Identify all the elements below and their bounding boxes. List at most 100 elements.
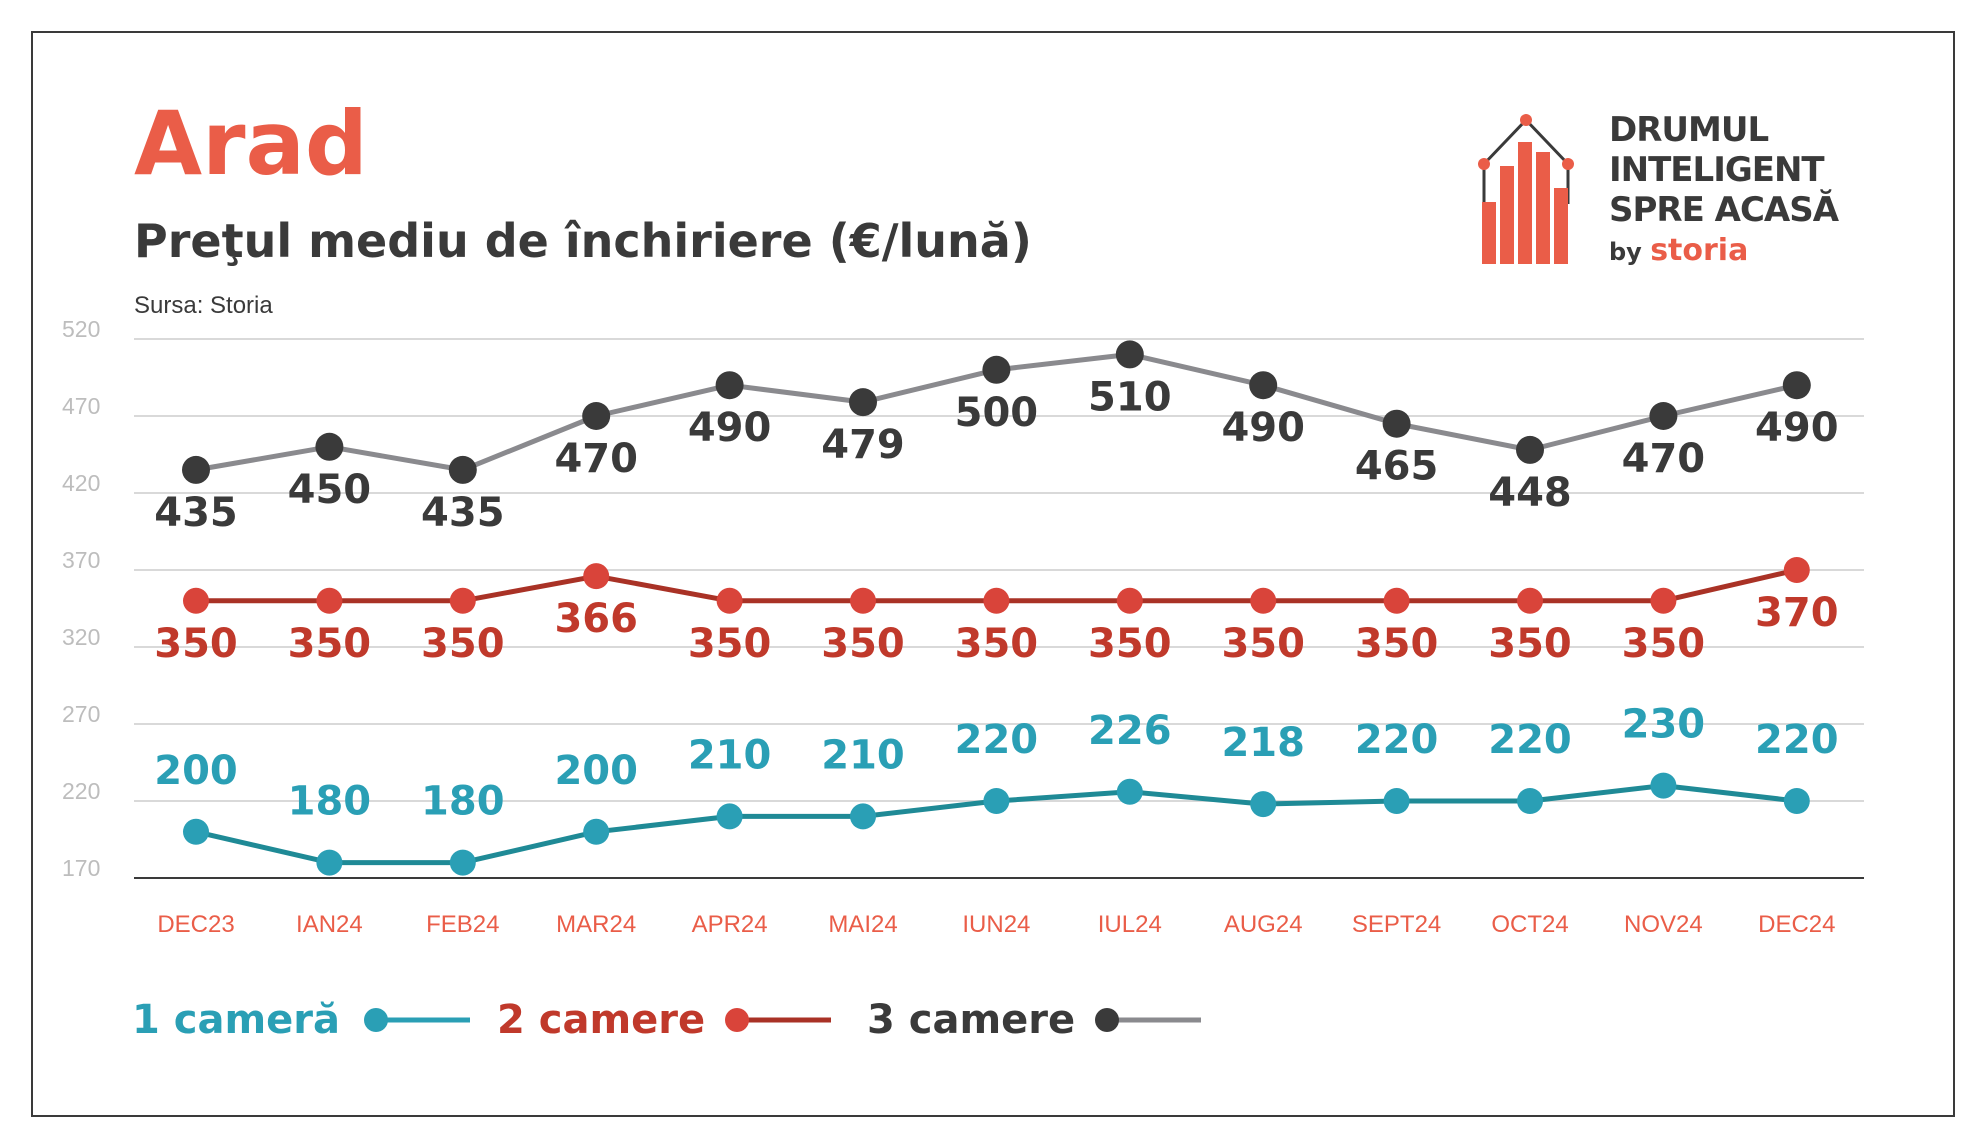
data-label: 180: [421, 779, 505, 825]
data-point: [1650, 772, 1677, 799]
data-point: [1782, 371, 1811, 400]
chart-subtitle: Preţul mediu de închiriere (€/lună): [134, 214, 1032, 268]
legend-item-1-camera: 1 cameră: [132, 993, 474, 1047]
data-label: 490: [688, 405, 772, 451]
x-tick-label: DEC23: [157, 911, 234, 938]
y-tick-label: 270: [62, 701, 100, 727]
data-point: [849, 388, 877, 417]
data-label: 435: [421, 490, 505, 536]
y-tick-label: 220: [62, 778, 100, 804]
y-tick-label: 470: [62, 393, 100, 419]
data-label: 350: [955, 621, 1039, 667]
data-point: [983, 587, 1010, 614]
data-label: 435: [154, 490, 238, 536]
data-point: [1250, 791, 1277, 818]
chart-title: Arad: [134, 92, 368, 195]
source-note: Sursa: Storia: [134, 292, 273, 319]
data-point: [1383, 587, 1410, 614]
data-label: 479: [821, 422, 905, 468]
x-tick-label: IAN24: [296, 911, 363, 938]
logo-line: INTELIGENT: [1609, 150, 1825, 190]
data-point: [316, 849, 343, 876]
legend-marker: [1095, 1008, 1202, 1032]
y-tick-label: 320: [62, 624, 100, 650]
logo-byline: by storia: [1609, 233, 1748, 268]
data-label: 220: [1488, 717, 1572, 763]
x-tick-label: IUL24: [1098, 911, 1162, 938]
data-label: 350: [1488, 621, 1572, 667]
data-point: [583, 563, 610, 590]
x-tick-label: FEB24: [426, 911, 499, 938]
data-label: 470: [554, 436, 638, 482]
logo-line: SPRE ACASĂ: [1609, 190, 1839, 230]
data-point: [1650, 587, 1677, 614]
brand-logo: DRUMUL INTELIGENT SPRE ACASĂ by storia: [1474, 110, 1874, 270]
data-point: [1383, 788, 1410, 814]
data-point: [983, 788, 1010, 814]
data-point: [1517, 587, 1543, 614]
data-label: 350: [1221, 621, 1305, 667]
legend-label: 3 camere: [867, 997, 1076, 1043]
data-label: 220: [1355, 717, 1439, 763]
data-label: 350: [288, 621, 372, 667]
x-tick-label: MAR24: [556, 911, 636, 938]
legend-marker: [725, 1008, 832, 1032]
data-point: [1382, 409, 1411, 438]
x-tick-label: AUG24: [1224, 911, 1303, 938]
data-point: [448, 455, 477, 484]
data-point: [583, 818, 610, 845]
data-label: 230: [1622, 702, 1706, 748]
data-point: [850, 803, 876, 830]
data-label: 490: [1755, 405, 1839, 451]
data-label: 200: [554, 748, 638, 794]
data-label: 210: [821, 732, 905, 778]
logo-wordmark: DRUMUL INTELIGENT SPRE ACASĂ: [1609, 110, 1839, 230]
x-tick-label: NOV24: [1624, 911, 1703, 938]
legend-label: 2 camere: [497, 997, 706, 1043]
data-point: [1249, 371, 1278, 400]
x-tick-label: MAI24: [828, 911, 897, 938]
data-label: 226: [1088, 708, 1172, 754]
logo-by: by: [1609, 238, 1642, 266]
data-point: [183, 587, 209, 614]
data-label: 448: [1488, 470, 1572, 516]
data-label: 350: [1622, 621, 1706, 667]
y-tick-label: 520: [62, 316, 100, 342]
data-point: [716, 587, 743, 614]
data-label: 366: [554, 596, 638, 642]
data-point: [1116, 778, 1143, 805]
data-point: [1116, 587, 1143, 614]
data-point: [449, 849, 476, 876]
data-label: 200: [154, 748, 238, 794]
data-point: [1517, 788, 1543, 814]
data-label: 220: [955, 717, 1039, 763]
data-label: 490: [1221, 405, 1305, 451]
x-tick-label: IUN24: [962, 911, 1030, 938]
data-label: 500: [955, 390, 1039, 436]
data-point: [1115, 340, 1144, 369]
legend-label: 1 cameră: [132, 997, 340, 1043]
data-label: 510: [1088, 374, 1172, 420]
data-label: 465: [1355, 444, 1439, 490]
data-label: 450: [288, 467, 372, 513]
data-label: 350: [421, 621, 505, 667]
logo-brand: storia: [1650, 233, 1749, 268]
data-point: [1516, 435, 1544, 464]
house-chart-icon: [1478, 114, 1574, 264]
data-point: [1649, 402, 1678, 430]
chart-frame: [31, 31, 1955, 1117]
data-label: 350: [1088, 621, 1172, 667]
data-point: [716, 803, 743, 830]
data-point: [183, 818, 209, 845]
data-point: [315, 432, 344, 461]
data-point: [982, 355, 1011, 384]
data-label: 350: [688, 621, 772, 667]
data-point: [316, 587, 343, 614]
data-label: 370: [1755, 590, 1839, 636]
data-point: [449, 587, 476, 614]
legend-item-2-camere: 2 camere: [497, 993, 835, 1047]
data-label: 218: [1221, 720, 1305, 766]
x-tick-label: DEC24: [1758, 911, 1835, 938]
data-label: 350: [821, 621, 905, 667]
